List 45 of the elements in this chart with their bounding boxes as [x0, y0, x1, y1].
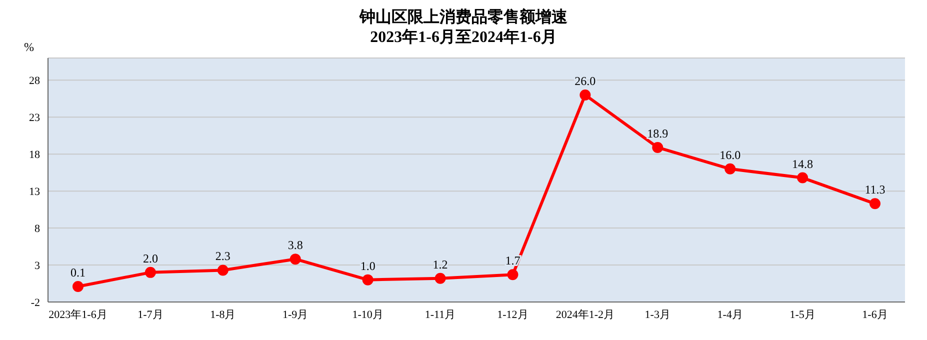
point — [290, 254, 301, 265]
y-tick-label: 28 — [29, 75, 40, 88]
y-axis-title: % — [24, 40, 34, 55]
x-tick-label: 1-3月 — [644, 308, 670, 321]
data-label: 2.3 — [215, 249, 230, 264]
point — [724, 163, 736, 174]
data-label: 14.8 — [792, 156, 814, 171]
data-label: 3.8 — [288, 238, 303, 252]
data-label: 1.0 — [360, 258, 376, 273]
x-tick-label: 2024年1-2月 — [556, 308, 615, 321]
data-label: 16.0 — [720, 148, 741, 162]
y-tick-label: 13 — [29, 186, 40, 198]
point — [652, 142, 664, 153]
x-tick-label: 1-7月 — [138, 308, 164, 321]
point — [144, 266, 156, 278]
point — [434, 272, 446, 284]
point — [797, 172, 808, 184]
y-tick-label: 18 — [29, 149, 40, 162]
x-tick-label: 1-5月 — [790, 308, 816, 321]
y-tick-label: 8 — [34, 222, 40, 235]
x-tick-label: 1-6月 — [862, 308, 888, 321]
data-label: 18.9 — [647, 126, 668, 140]
point — [580, 89, 591, 100]
point — [72, 280, 84, 292]
x-tick-label: 1-8月 — [210, 308, 236, 321]
y-tick-label: -2 — [30, 296, 40, 309]
data-label: 11.3 — [864, 182, 886, 197]
x-tick-label: 2023年1-6月 — [48, 308, 108, 321]
data-label: 0.1 — [70, 265, 86, 280]
data-label: 26.0 — [574, 74, 596, 88]
x-tick-label: 1-10月 — [352, 308, 384, 321]
point — [870, 198, 880, 210]
chart-title: 钟山区限上消费品零售额增速 — [358, 8, 568, 28]
chart-subtitle: 2023年1-6月至2024年1-6月 — [370, 29, 557, 46]
x-tick-label: 1-11月 — [424, 308, 456, 321]
y-tick-label: 3 — [34, 260, 40, 272]
point — [362, 274, 374, 286]
x-tick-label: 1-4月 — [717, 308, 743, 321]
x-tick-label: 1-9月 — [282, 308, 308, 321]
data-label: 2.0 — [142, 251, 158, 266]
point — [507, 269, 518, 280]
data-label: 1.2 — [432, 257, 448, 272]
point — [217, 264, 228, 276]
y-tick-label: 23 — [29, 112, 40, 124]
x-tick-label: 1-12月 — [497, 308, 528, 321]
